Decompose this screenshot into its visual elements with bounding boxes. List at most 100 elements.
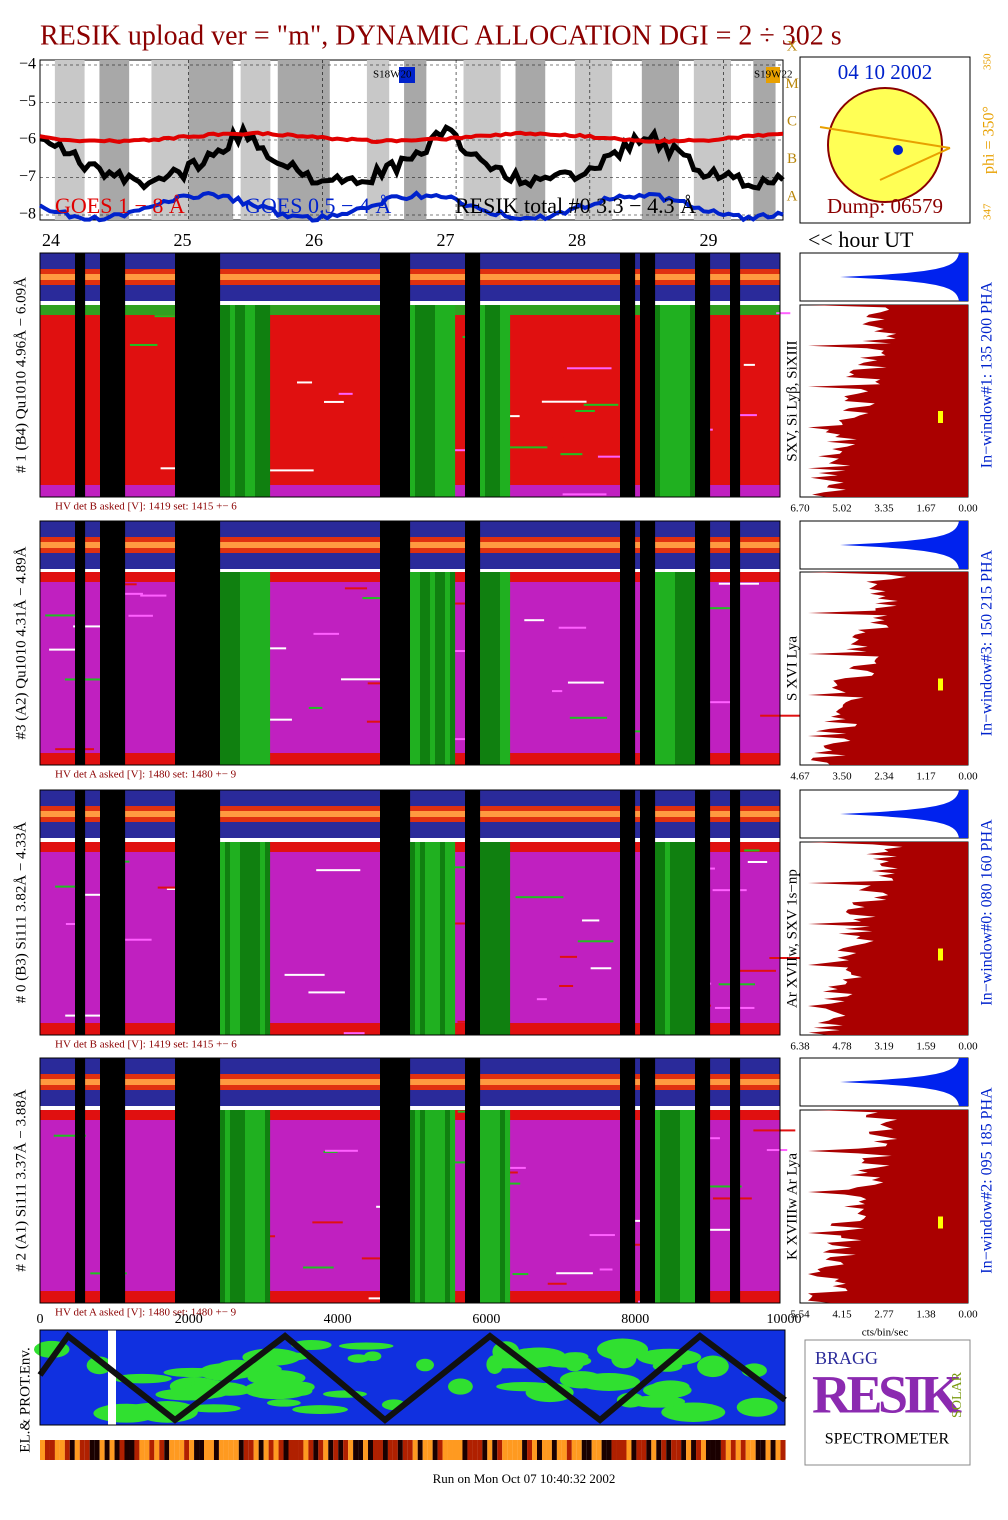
day-label: 29 (700, 230, 718, 250)
env-strip (462, 1440, 468, 1460)
spec-streak (590, 967, 612, 970)
env-strip (472, 1440, 478, 1460)
env-strip (258, 1440, 264, 1460)
dump: Dump: 06579 (827, 194, 943, 218)
env-strip (208, 1440, 214, 1460)
green-col (500, 305, 506, 497)
spec-streak (259, 718, 292, 721)
spec-streak (316, 869, 361, 872)
env-strip (611, 1440, 617, 1460)
green-col (245, 1110, 251, 1303)
spec-streak (758, 437, 780, 440)
hist-marker (938, 411, 943, 423)
green-col (490, 305, 496, 497)
green-col (665, 305, 671, 497)
orbit-track (37, 1331, 787, 1424)
env-strip (64, 1440, 70, 1460)
env-blob (186, 1404, 241, 1413)
gap (80, 521, 86, 765)
spec-streak (733, 969, 776, 972)
env-strip (502, 1440, 508, 1460)
env-strip (696, 1440, 702, 1460)
green-col (655, 305, 661, 497)
gap (210, 253, 216, 497)
gap (705, 1058, 711, 1303)
gap (75, 521, 81, 765)
env-blob (559, 1371, 603, 1389)
env-strip (512, 1440, 518, 1460)
spec-streak (559, 955, 578, 958)
env-strip (720, 1440, 726, 1460)
env-strip (169, 1440, 175, 1460)
x-tick-label: 4000 (324, 1312, 352, 1327)
env-strip (745, 1440, 751, 1460)
env-strip (99, 1440, 105, 1460)
footer: Run on Mon Oct 07 10:40:32 2002 (433, 1471, 616, 1486)
phi: phi = 350° (981, 106, 998, 174)
spec-streak (589, 1234, 615, 1237)
env-strip (551, 1440, 557, 1460)
env-strip (740, 1440, 746, 1460)
detector-label: # 2 (A1) Si111 3.37Å − 3.88Å (13, 1089, 29, 1272)
env-strip (576, 1440, 582, 1460)
gap (475, 253, 481, 497)
gap (470, 253, 476, 497)
gap (175, 790, 181, 1035)
logo-text: RESIK (812, 1364, 962, 1424)
env-strip (755, 1440, 761, 1460)
spec-streak (583, 403, 619, 406)
green-col (480, 305, 486, 497)
hist-tick-label: 1.59 (916, 1041, 936, 1053)
gap (80, 1058, 86, 1303)
hist-tick-label: 2.34 (874, 771, 894, 783)
gap (100, 521, 106, 765)
env-strip (363, 1440, 369, 1460)
gap (180, 790, 186, 1035)
class-label: X (787, 38, 798, 54)
env-strip (760, 1440, 766, 1460)
gap (735, 790, 741, 1035)
green-col (225, 572, 231, 765)
window-label: In−window#1: 135 200 PHA (979, 281, 996, 468)
env-strip (537, 1440, 542, 1460)
env-strip (701, 1440, 707, 1460)
env-strip (427, 1440, 433, 1460)
detector-label: # 0 (B3) Si111 3.82Å − 4.33Å (13, 822, 29, 1004)
gap (75, 253, 81, 497)
gap (100, 790, 106, 1035)
y-tick-label: −8 (19, 206, 36, 223)
green-col (265, 572, 271, 765)
env-strip (651, 1440, 657, 1460)
gap (110, 1058, 116, 1303)
axis-arrow (879, 147, 951, 181)
spec-streak (712, 889, 747, 892)
env-strip (338, 1440, 344, 1460)
env-strip (432, 1440, 438, 1460)
env-blob (736, 1397, 778, 1417)
gap (625, 1058, 631, 1303)
env-blob (643, 1382, 692, 1399)
env-gap (108, 1330, 116, 1425)
hist-tick-label: 5.54 (790, 1309, 810, 1321)
green-col (505, 1110, 511, 1303)
gap (385, 253, 391, 497)
spec-streak (297, 381, 313, 384)
gap (200, 790, 206, 1035)
gap (475, 521, 481, 765)
green-col (250, 305, 256, 497)
gap (115, 1058, 121, 1303)
env-strip (273, 1440, 279, 1460)
gap (730, 1058, 736, 1303)
y-tick-label: −7 (19, 168, 36, 185)
gap (640, 790, 646, 1035)
gap (215, 790, 221, 1035)
env-strip (596, 1440, 602, 1460)
green-col (660, 572, 666, 765)
green-col (425, 305, 431, 497)
gap (395, 253, 401, 497)
env-strip (382, 1440, 388, 1460)
green-col (680, 842, 686, 1035)
marker-label: S18W20 (373, 69, 412, 81)
green-col (675, 842, 681, 1035)
env-strip (243, 1440, 249, 1460)
